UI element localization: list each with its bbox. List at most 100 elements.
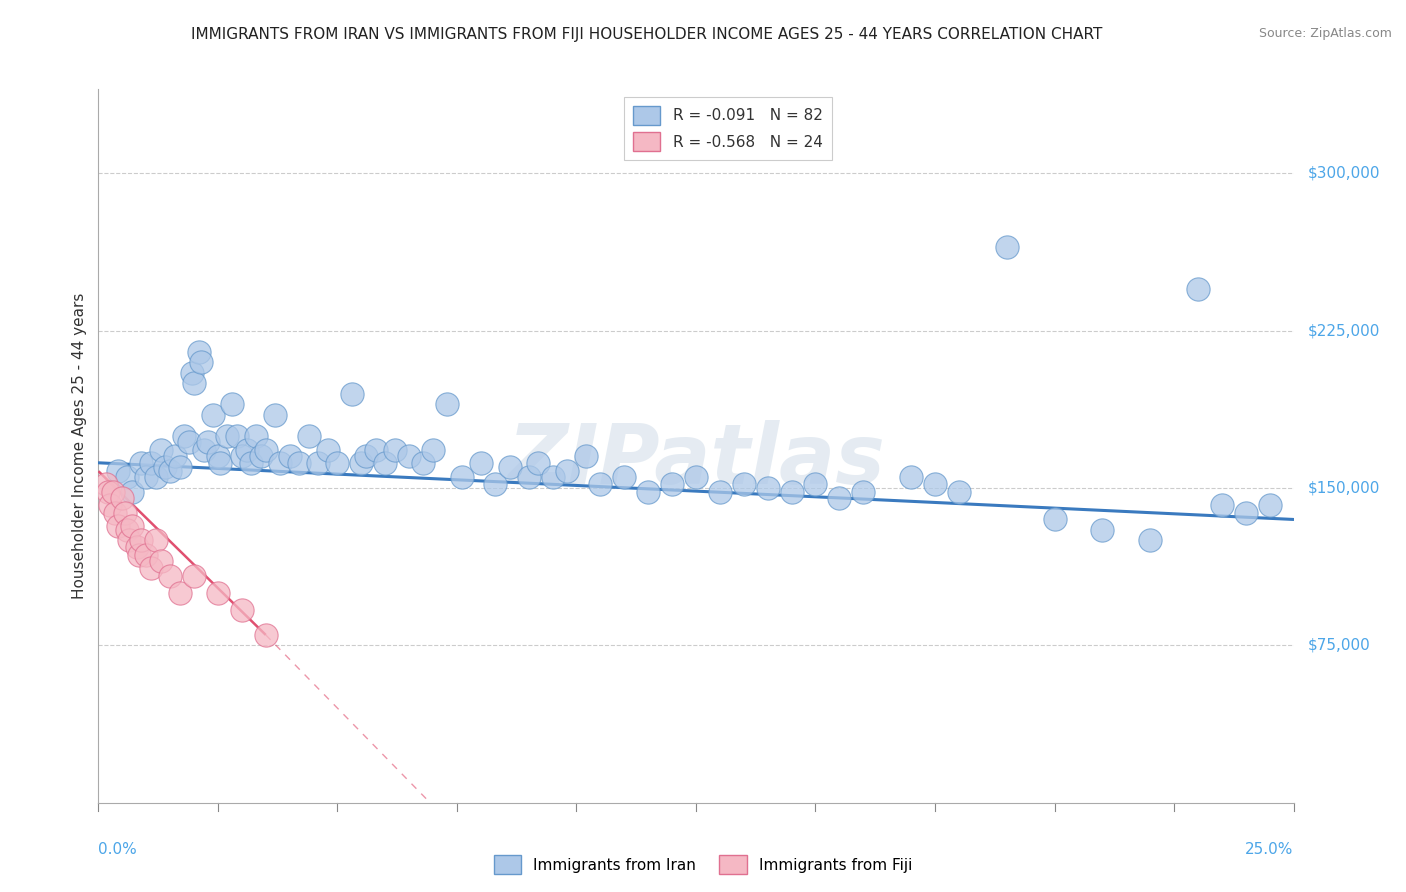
Point xyxy=(121,485,143,500)
Point xyxy=(169,586,191,600)
Point xyxy=(498,460,520,475)
Point xyxy=(226,428,249,442)
Point xyxy=(163,450,186,464)
Point xyxy=(114,506,136,520)
Point xyxy=(155,460,177,475)
Point xyxy=(1234,506,1257,520)
Point xyxy=(207,586,229,600)
Point xyxy=(1091,523,1114,537)
Point xyxy=(1187,282,1209,296)
Point xyxy=(384,443,406,458)
Point xyxy=(197,434,219,449)
Point xyxy=(685,470,707,484)
Y-axis label: Householder Income Ages 25 - 44 years: Householder Income Ages 25 - 44 years xyxy=(72,293,87,599)
Point xyxy=(269,456,291,470)
Point xyxy=(924,476,946,491)
Text: $75,000: $75,000 xyxy=(1308,638,1371,653)
Point xyxy=(1258,498,1281,512)
Point xyxy=(118,533,141,548)
Point xyxy=(828,491,851,506)
Point xyxy=(900,470,922,484)
Point xyxy=(187,344,209,359)
Point xyxy=(484,476,506,491)
Point xyxy=(278,450,301,464)
Point xyxy=(995,239,1018,253)
Point xyxy=(135,470,157,484)
Point xyxy=(202,408,225,422)
Point xyxy=(436,397,458,411)
Point xyxy=(254,628,277,642)
Legend: R = -0.091   N = 82, R = -0.568   N = 24: R = -0.091 N = 82, R = -0.568 N = 24 xyxy=(624,97,832,160)
Point xyxy=(128,548,150,562)
Point xyxy=(207,450,229,464)
Point xyxy=(159,569,181,583)
Point xyxy=(231,450,253,464)
Point xyxy=(131,533,153,548)
Point xyxy=(733,476,755,491)
Point xyxy=(316,443,339,458)
Point xyxy=(709,485,731,500)
Point xyxy=(190,355,212,369)
Point xyxy=(104,506,127,520)
Point xyxy=(350,456,373,470)
Point xyxy=(115,470,138,484)
Point xyxy=(288,456,311,470)
Point xyxy=(135,548,157,562)
Point xyxy=(169,460,191,475)
Point xyxy=(139,560,162,574)
Point xyxy=(613,470,636,484)
Point xyxy=(1139,533,1161,548)
Point xyxy=(173,428,195,442)
Point xyxy=(107,518,129,533)
Point xyxy=(1043,512,1066,526)
Point xyxy=(527,456,550,470)
Point xyxy=(145,470,167,484)
Point xyxy=(364,443,387,458)
Point xyxy=(264,408,287,422)
Point xyxy=(107,464,129,478)
Point xyxy=(240,456,263,470)
Point xyxy=(398,450,420,464)
Legend: Immigrants from Iran, Immigrants from Fiji: Immigrants from Iran, Immigrants from Fi… xyxy=(488,849,918,880)
Point xyxy=(422,443,444,458)
Point xyxy=(354,450,377,464)
Point xyxy=(183,569,205,583)
Point xyxy=(307,456,329,470)
Point xyxy=(217,428,239,442)
Point xyxy=(159,464,181,478)
Point xyxy=(661,476,683,491)
Point xyxy=(470,456,492,470)
Point xyxy=(254,443,277,458)
Point xyxy=(183,376,205,390)
Text: $300,000: $300,000 xyxy=(1308,166,1379,181)
Point xyxy=(180,366,202,380)
Point xyxy=(125,540,148,554)
Point xyxy=(149,554,172,568)
Point xyxy=(575,450,598,464)
Text: 0.0%: 0.0% xyxy=(98,842,138,857)
Point xyxy=(756,481,779,495)
Point xyxy=(221,397,243,411)
Point xyxy=(121,518,143,533)
Point xyxy=(450,470,472,484)
Text: $225,000: $225,000 xyxy=(1308,323,1379,338)
Point xyxy=(374,456,396,470)
Point xyxy=(97,485,120,500)
Point xyxy=(517,470,540,484)
Point xyxy=(193,443,215,458)
Point xyxy=(94,476,117,491)
Point xyxy=(111,491,134,506)
Point xyxy=(1211,498,1233,512)
Point xyxy=(412,456,434,470)
Point xyxy=(149,443,172,458)
Point xyxy=(179,434,201,449)
Text: Source: ZipAtlas.com: Source: ZipAtlas.com xyxy=(1258,27,1392,40)
Point xyxy=(555,464,578,478)
Point xyxy=(298,428,321,442)
Point xyxy=(231,603,253,617)
Point xyxy=(948,485,970,500)
Point xyxy=(209,456,232,470)
Text: IMMIGRANTS FROM IRAN VS IMMIGRANTS FROM FIJI HOUSEHOLDER INCOME AGES 25 - 44 YEA: IMMIGRANTS FROM IRAN VS IMMIGRANTS FROM … xyxy=(191,27,1102,42)
Point xyxy=(145,533,167,548)
Text: 25.0%: 25.0% xyxy=(1246,842,1294,857)
